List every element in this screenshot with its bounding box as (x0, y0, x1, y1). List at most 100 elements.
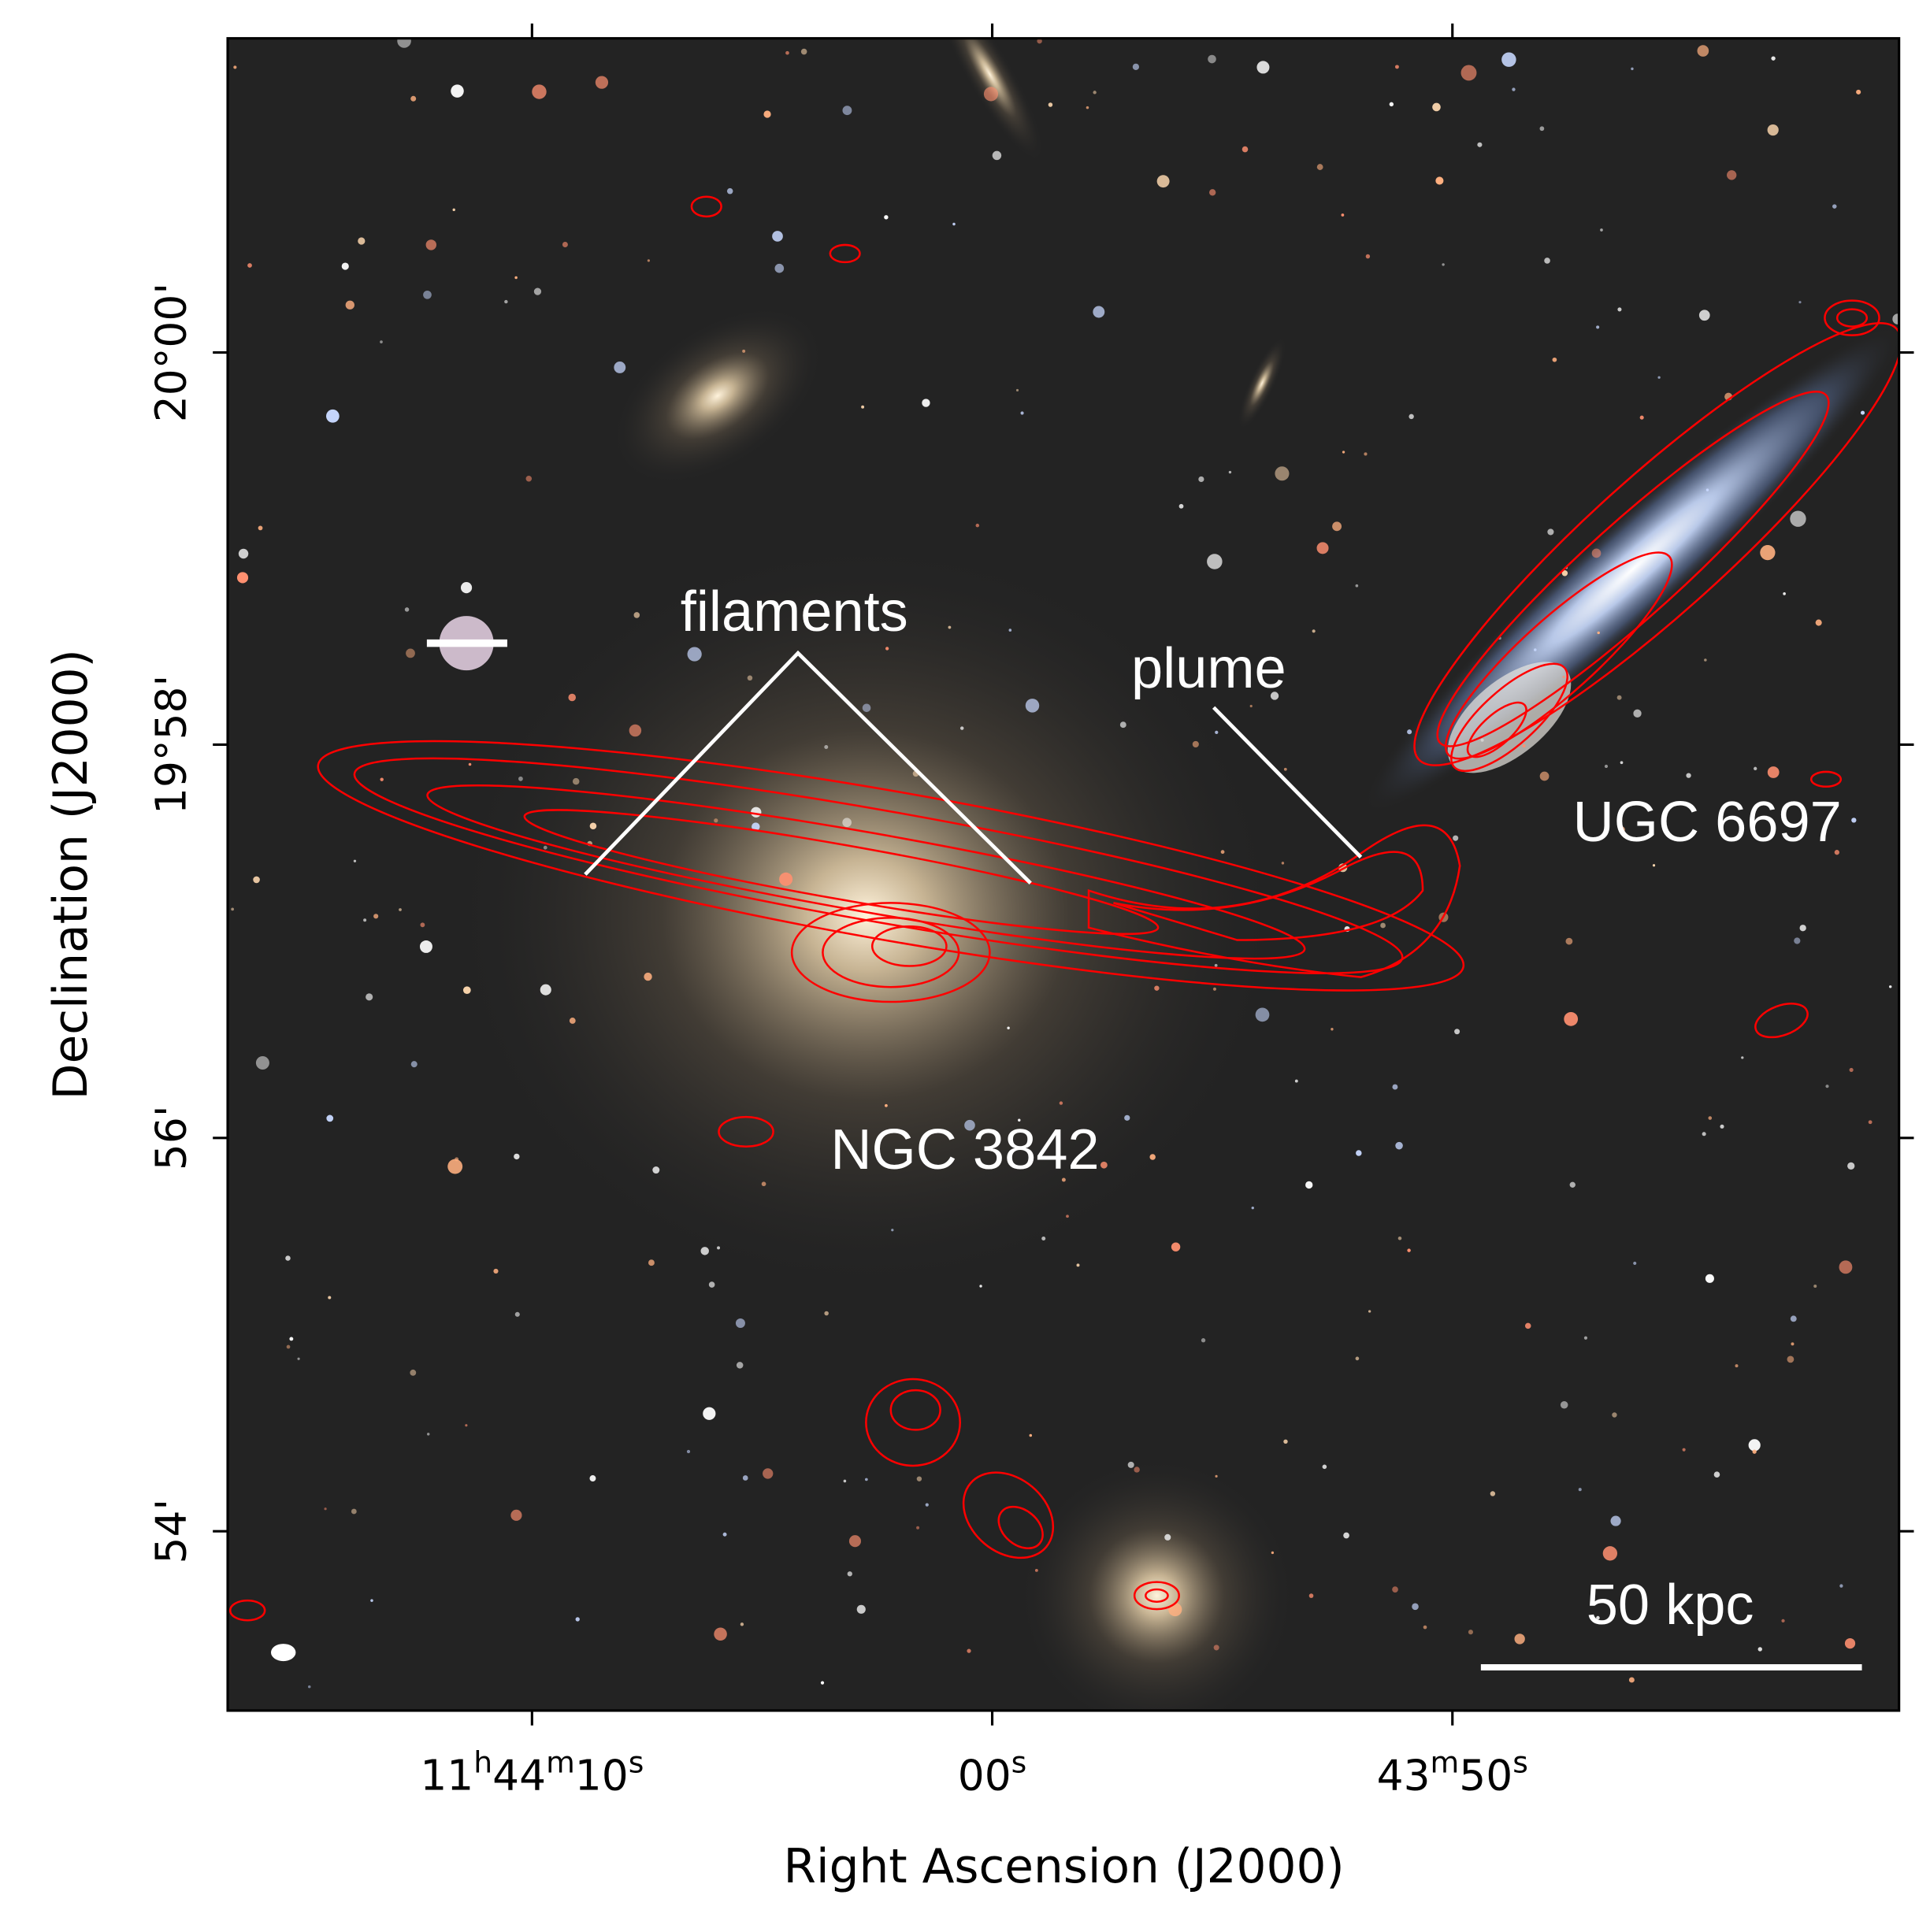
x-tick-label: 00s (958, 1745, 1027, 1800)
star (1220, 850, 1225, 855)
star (1171, 1242, 1181, 1252)
star (700, 1247, 709, 1255)
star (562, 242, 568, 247)
star (1034, 1568, 1038, 1572)
star (427, 1433, 430, 1436)
star (1132, 63, 1140, 70)
star (1612, 1412, 1617, 1418)
star (1332, 521, 1342, 532)
star (1093, 306, 1105, 318)
star (1727, 170, 1737, 180)
star (925, 1503, 929, 1507)
star (1251, 1206, 1254, 1210)
beam (270, 1644, 296, 1662)
star (504, 299, 508, 304)
star (1192, 740, 1199, 748)
star (1514, 1633, 1525, 1645)
star (800, 48, 807, 55)
star (736, 1362, 744, 1369)
star (1018, 1118, 1021, 1122)
star (1355, 1356, 1360, 1361)
y-tick-label: 20°00' (147, 283, 196, 422)
tick-label-superscript: s (1512, 1745, 1528, 1779)
star (1844, 1637, 1856, 1649)
scale-bar-label: 50 kpc (1587, 1574, 1754, 1637)
star (1316, 164, 1323, 170)
star (1697, 45, 1709, 57)
star (1628, 1677, 1635, 1683)
star (1389, 102, 1394, 107)
star (1048, 102, 1053, 107)
star (862, 703, 871, 713)
star (1380, 922, 1386, 929)
star (1124, 1114, 1130, 1121)
star (406, 648, 415, 658)
star (652, 1166, 660, 1174)
star (1322, 1464, 1327, 1470)
star (518, 776, 523, 781)
star (983, 87, 999, 102)
x-tick-label: 43m50s (1377, 1745, 1528, 1800)
star (307, 1685, 311, 1689)
tick-label-part: 44 (492, 1750, 546, 1800)
star (1331, 1028, 1334, 1031)
star (1242, 146, 1249, 153)
star (233, 65, 237, 69)
star (1708, 1116, 1713, 1120)
star (1856, 89, 1861, 95)
star (465, 1424, 468, 1427)
star (1547, 528, 1554, 536)
sky-image (426, 38, 1899, 1711)
star (1409, 413, 1414, 420)
star (1847, 1162, 1855, 1170)
star (647, 259, 650, 262)
star (325, 409, 340, 423)
star (708, 1281, 715, 1288)
star (1849, 1067, 1854, 1073)
star (1720, 1124, 1724, 1129)
star (1228, 470, 1232, 474)
star (1544, 258, 1550, 264)
star (864, 1478, 868, 1481)
star (447, 1159, 463, 1174)
star (1790, 1315, 1797, 1322)
annotation-lines (584, 650, 1363, 884)
star (1610, 1515, 1621, 1526)
star (1154, 985, 1160, 991)
star (1564, 1011, 1579, 1026)
y-tick-label: 56' (147, 1105, 196, 1170)
star (885, 1103, 888, 1107)
star (532, 84, 547, 99)
star (885, 647, 889, 651)
star (779, 872, 793, 886)
star (1275, 466, 1290, 481)
star (1008, 629, 1012, 632)
star (1365, 254, 1371, 259)
star (1100, 1161, 1108, 1169)
star (1281, 862, 1285, 865)
star (1767, 766, 1780, 778)
star (1395, 1141, 1403, 1150)
star (1767, 124, 1779, 136)
star (1539, 771, 1550, 781)
star (916, 1526, 920, 1530)
star (1178, 503, 1184, 509)
tick-label-part: 50 (1459, 1750, 1512, 1800)
star (1201, 1338, 1206, 1343)
star (1490, 1491, 1496, 1496)
star (1435, 176, 1444, 185)
star (380, 340, 383, 343)
star (861, 405, 865, 409)
tick-label-part: 11 (420, 1750, 473, 1800)
star (253, 876, 260, 884)
star (510, 1509, 522, 1521)
star (1839, 1584, 1843, 1588)
star (1704, 658, 1707, 662)
star (1454, 1029, 1460, 1035)
y-axis-label: Declination (J2000) (44, 649, 98, 1099)
star (1308, 1593, 1314, 1598)
star (1760, 545, 1776, 561)
star (1682, 1448, 1686, 1452)
star (1741, 1056, 1744, 1059)
star (1868, 1120, 1872, 1125)
